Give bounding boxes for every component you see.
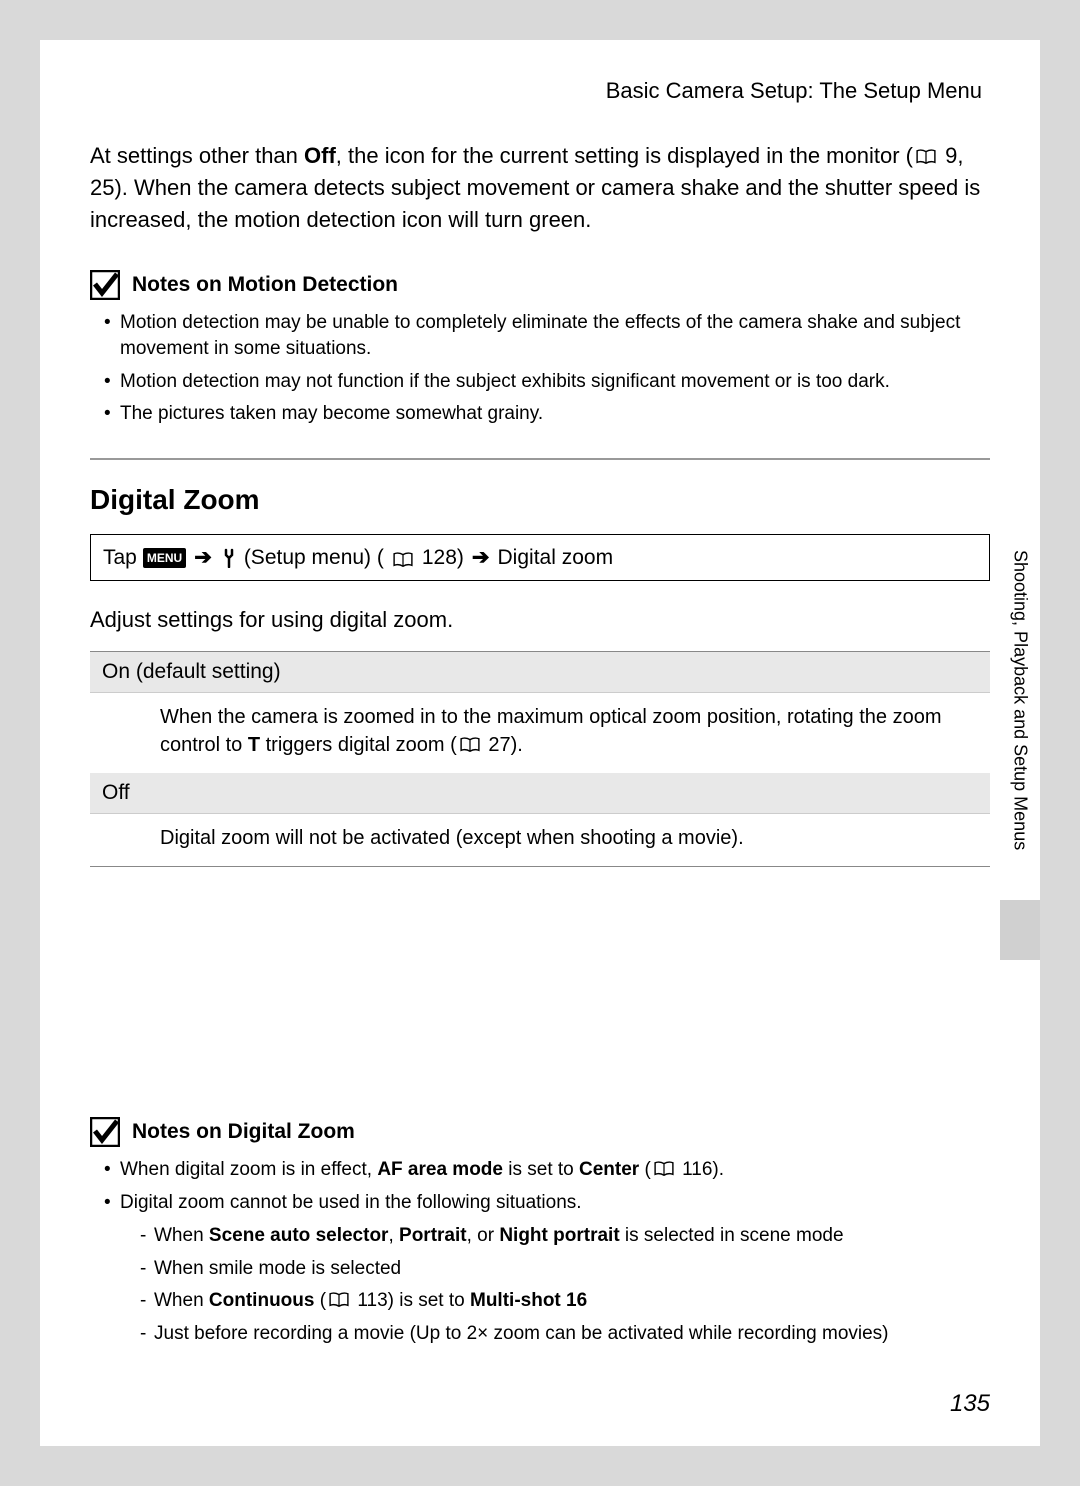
s3-pre: When: [154, 1290, 209, 1311]
dz-note-item: Digital zoom cannot be used in the follo…: [104, 1190, 990, 1349]
navigation-path-box: Tap MENU ➔ (Setup menu) ( 128) ➔ Digital…: [90, 534, 990, 581]
book-icon: [653, 1159, 675, 1175]
s3-mid: (: [314, 1290, 326, 1311]
wrench-icon: [220, 548, 238, 568]
s3-cont: Continuous: [209, 1290, 315, 1311]
option-on-row: On (default setting) When the camera is …: [90, 652, 990, 773]
dz-notes-title: Notes on Digital Zoom: [132, 1120, 355, 1144]
dz-sub-item: Just before recording a movie (Up to 2× …: [140, 1320, 990, 1349]
section-divider: [90, 458, 990, 460]
intro-paragraph: At settings other than Off, the icon for…: [90, 140, 990, 236]
intro-text-post1: , the icon for the current setting is di…: [336, 143, 913, 168]
arrow-icon: ➔: [472, 545, 490, 570]
option-off-row: Off Digital zoom will not be activated (…: [90, 773, 990, 866]
side-tab: Shooting, Playback and Setup Menus: [1000, 540, 1040, 960]
on-desc-mid: triggers digital zoom (: [260, 734, 457, 756]
dz1-ref: 116).: [677, 1159, 724, 1180]
dz1-af: AF area mode: [377, 1159, 503, 1180]
dz2-text: Digital zoom cannot be used in the follo…: [120, 1192, 582, 1213]
digital-zoom-title: Digital Zoom: [90, 484, 990, 516]
check-icon: [90, 270, 120, 300]
on-desc-ref: 27).: [483, 734, 523, 756]
dz1-center: Center: [579, 1159, 639, 1180]
s3-ref: 113) is set to: [352, 1290, 470, 1311]
s1-pre: When: [154, 1225, 209, 1246]
s1-sas: Scene auto selector: [209, 1225, 389, 1246]
side-tab-fill: [1000, 900, 1040, 960]
book-icon: [459, 733, 481, 749]
page-header: Basic Camera Setup: The Setup Menu: [90, 78, 990, 104]
menu-icon: MENU: [143, 548, 186, 568]
options-table: On (default setting) When the camera is …: [90, 651, 990, 867]
digital-zoom-notes: Notes on Digital Zoom When digital zoom …: [90, 1117, 990, 1348]
s1-c2: , or: [467, 1225, 500, 1246]
s1-np: Night portrait: [499, 1225, 619, 1246]
s1-c1: ,: [388, 1225, 399, 1246]
side-tab-label: Shooting, Playback and Setup Menus: [1010, 540, 1031, 900]
option-on-label: On (default setting): [90, 652, 990, 693]
nav-setup-pre: (Setup menu) (: [244, 546, 384, 570]
s1-portrait: Portrait: [399, 1225, 467, 1246]
s1-post: is selected in scene mode: [620, 1225, 844, 1246]
note-heading: Notes on Digital Zoom: [90, 1117, 990, 1147]
dz1-post: (: [639, 1159, 651, 1180]
intro-off: Off: [304, 143, 336, 168]
nav-tap: Tap: [103, 546, 137, 570]
motion-notes-title: Notes on Motion Detection: [132, 273, 398, 297]
dz-notes-list: When digital zoom is in effect, AF area …: [90, 1157, 990, 1348]
book-icon: [328, 1289, 350, 1305]
option-on-desc: When the camera is zoomed in to the maxi…: [90, 693, 990, 773]
digital-zoom-desc: Adjust settings for using digital zoom.: [90, 607, 990, 633]
book-icon: [915, 142, 937, 158]
note-heading: Notes on Motion Detection: [90, 270, 990, 300]
dz-sub-item: When smile mode is selected: [140, 1255, 990, 1284]
motion-note-item: Motion detection may be unable to comple…: [104, 310, 990, 363]
page-number: 135: [950, 1390, 990, 1418]
on-desc-t: T: [248, 734, 260, 756]
motion-notes-list: Motion detection may be unable to comple…: [90, 310, 990, 428]
s3-ms: Multi-shot 16: [470, 1290, 587, 1311]
dz1-pre: When digital zoom is in effect,: [120, 1159, 377, 1180]
check-icon: [90, 1117, 120, 1147]
book-icon: [392, 550, 414, 566]
nav-setup-ref: 128): [422, 546, 464, 570]
dz-sub-list: When Scene auto selector, Portrait, or N…: [120, 1222, 990, 1348]
nav-dest: Digital zoom: [498, 546, 614, 570]
motion-detection-notes: Notes on Motion Detection Motion detecti…: [90, 270, 990, 428]
motion-note-item: The pictures taken may become somewhat g…: [104, 401, 990, 428]
option-off-desc: Digital zoom will not be activated (exce…: [90, 814, 990, 866]
dz-sub-item: When Continuous ( 113) is set to Multi-s…: [140, 1287, 990, 1316]
option-off-label: Off: [90, 773, 990, 814]
dz-note-item: When digital zoom is in effect, AF area …: [104, 1157, 990, 1184]
intro-text-pre: At settings other than: [90, 143, 304, 168]
manual-page: Basic Camera Setup: The Setup Menu At se…: [40, 40, 1040, 1446]
arrow-icon: ➔: [194, 545, 212, 570]
motion-note-item: Motion detection may not function if the…: [104, 369, 990, 396]
dz-sub-item: When Scene auto selector, Portrait, or N…: [140, 1222, 990, 1251]
dz1-mid: is set to: [503, 1159, 579, 1180]
